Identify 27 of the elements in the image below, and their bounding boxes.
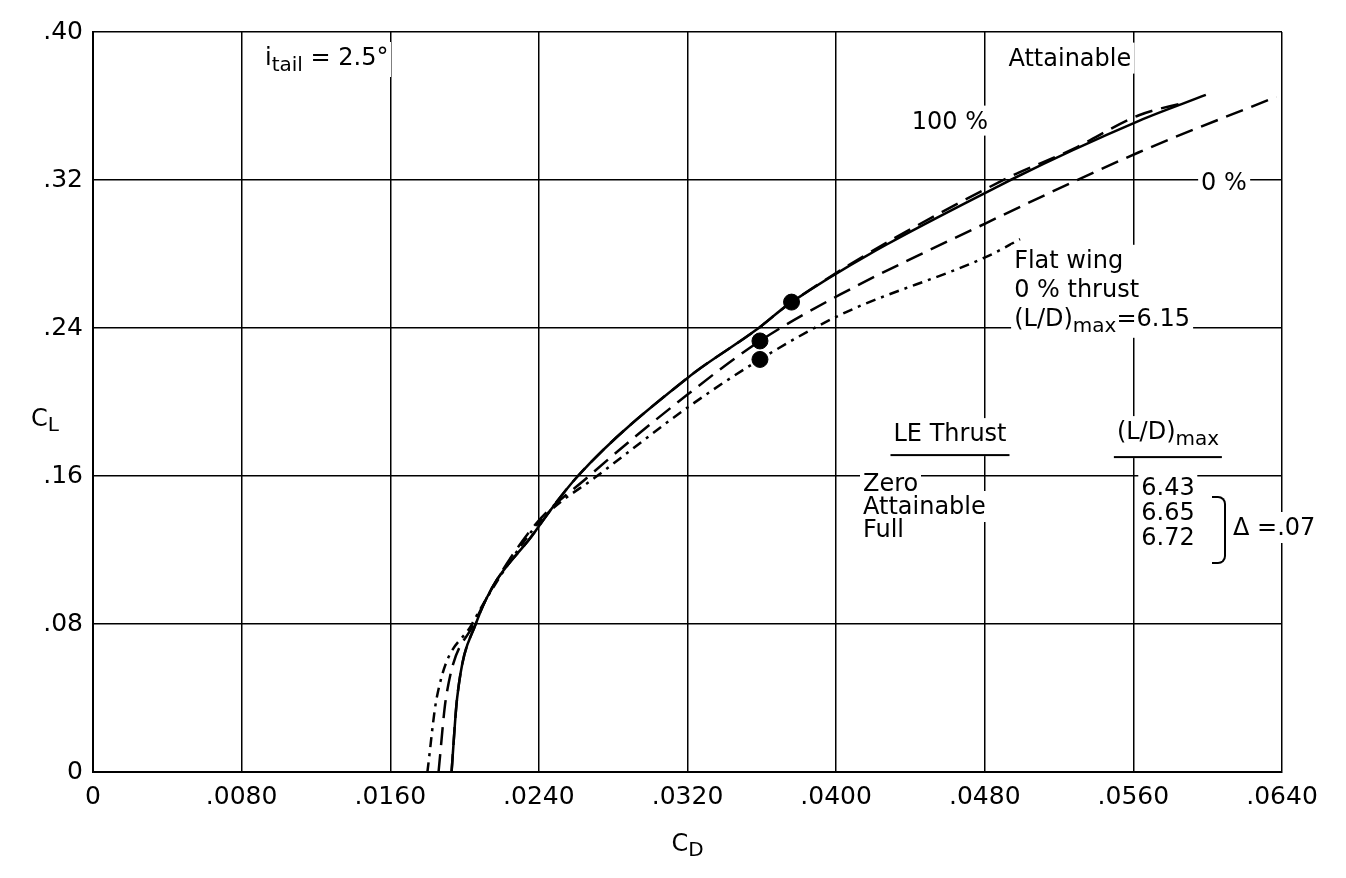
x-tick-label: .0160 xyxy=(354,780,427,810)
y-axis-title: C$_{L}$ xyxy=(28,402,62,438)
y-tick-label: .08 xyxy=(43,607,83,637)
x-tick-label: .0080 xyxy=(205,780,278,810)
y-tick-label: .24 xyxy=(43,311,83,341)
x-tick-label: .0560 xyxy=(1097,780,1170,810)
annotation: Δ =.07 xyxy=(1230,512,1319,543)
y-tick-label: .40 xyxy=(43,15,83,45)
text: Attainable xyxy=(1005,42,1135,74)
x-tick-label: .0400 xyxy=(800,780,872,810)
annotation: 6.72 xyxy=(1138,521,1198,553)
series-label: 100 % xyxy=(908,105,992,136)
annotation: (L/D)$_{max}$ xyxy=(1113,416,1223,458)
annotation: 6.65 xyxy=(1138,496,1198,528)
annotation: i$_{tail}$ = 2.5° xyxy=(262,42,392,77)
x-tick-label: .0320 xyxy=(651,780,724,810)
series-label: Flat wing 0 % thrust (L/D)$_{max}$=6.15 xyxy=(1011,244,1193,338)
x-tick-label: .0240 xyxy=(503,780,575,810)
x-tick-label: .0640 xyxy=(1246,780,1318,810)
annotation: 6.43 xyxy=(1138,471,1198,503)
annotation: LE Thrust xyxy=(890,418,1010,456)
y-tick-label: 0 xyxy=(67,755,83,785)
y-tick-label: .32 xyxy=(43,163,83,193)
y-tick-label: .16 xyxy=(43,459,83,489)
series-label: 0 % xyxy=(1198,166,1250,198)
x-axis-title: C$_{D}$ xyxy=(668,827,707,863)
x-tick-label: .0480 xyxy=(948,780,1021,810)
